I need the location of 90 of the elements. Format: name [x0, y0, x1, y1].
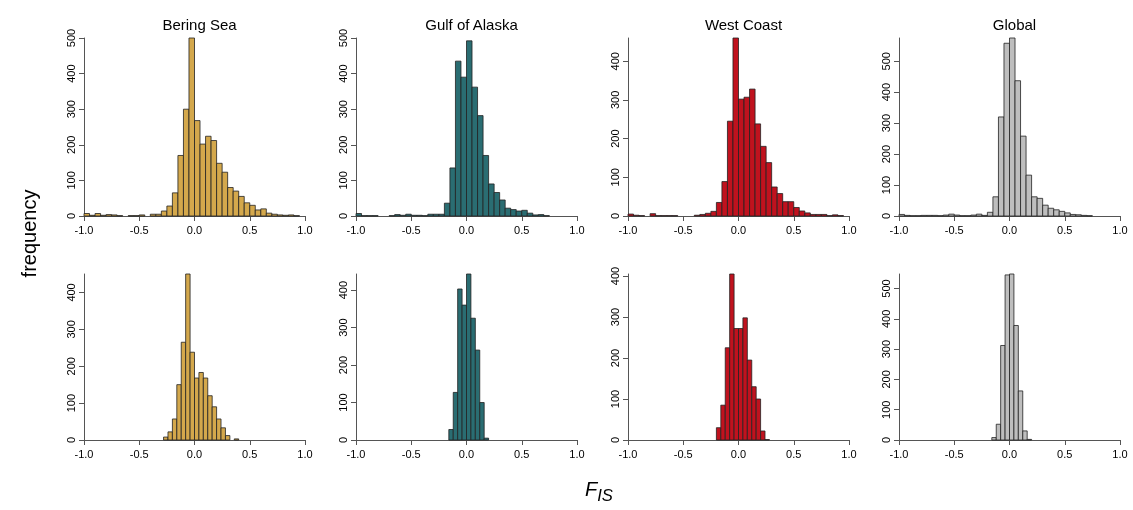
y-tick-label: 300 — [64, 100, 77, 119]
x-tick-label: -0.5 — [944, 223, 964, 236]
chart-title: West Coast — [704, 16, 783, 33]
x-tick-label: 1.0 — [841, 223, 857, 236]
y-tick-label: 400 — [879, 309, 892, 329]
x-tick-label: -1.0 — [346, 447, 366, 460]
y-tick-label: 100 — [336, 171, 349, 190]
y-tick-label: 300 — [336, 100, 349, 119]
x-tick-label: 1.0 — [569, 447, 585, 460]
y-tick-label: 200 — [608, 348, 621, 368]
y-tick-label: 500 — [879, 52, 892, 71]
x-tick-label: -1.0 — [346, 223, 366, 236]
x-tick-label: -0.5 — [129, 447, 149, 460]
x-tick-label: 0.5 — [242, 223, 258, 236]
y-tick-label: 300 — [336, 318, 349, 337]
y-tick-label: 0 — [336, 212, 349, 220]
y-tick-label: 400 — [879, 82, 892, 102]
x-tick-label: -0.5 — [401, 447, 421, 460]
y-tick-label: 200 — [336, 355, 349, 375]
y-tick-label: 0 — [608, 212, 621, 220]
y-tick-label: 400 — [608, 52, 621, 71]
x-tick-label: 0.5 — [242, 447, 258, 460]
y-axis-title: frequency — [18, 189, 42, 278]
x-tick-label: -0.5 — [673, 447, 693, 460]
y-tick-label: 100 — [608, 389, 621, 409]
y-tick-label: 400 — [64, 283, 77, 302]
x-tick-label: -0.5 — [673, 223, 693, 236]
chart-title: Bering Sea — [162, 16, 238, 33]
y-tick-label: 300 — [879, 113, 892, 133]
y-tick-label: 100 — [608, 168, 621, 187]
x-tick-label: 1.0 — [569, 223, 585, 236]
x-tick-label: 0.5 — [514, 223, 530, 236]
y-tick-label: 100 — [64, 171, 77, 190]
y-tick-label: 0 — [64, 436, 77, 444]
x-tick-label: -0.5 — [944, 447, 964, 460]
x-tick-label: 0.5 — [1057, 223, 1073, 236]
x-tick-label: 0.0 — [186, 223, 203, 236]
y-tick-label: 200 — [64, 135, 77, 154]
y-tick-label: 500 — [336, 28, 349, 48]
y-tick-label: 400 — [64, 64, 77, 83]
x-tick-label: 0.5 — [786, 447, 802, 460]
x-tick-label: 0.0 — [1001, 223, 1018, 236]
y-tick-label: 300 — [608, 90, 621, 110]
y-tick-label: 100 — [879, 400, 892, 419]
x-tick-label: 1.0 — [1112, 223, 1128, 236]
x-tick-label: 1.0 — [297, 223, 313, 236]
x-tick-label: 0.0 — [1001, 447, 1018, 460]
y-tick-label: 0 — [336, 436, 349, 444]
x-tick-label: -0.5 — [129, 223, 149, 236]
x-tick-label: 0.0 — [186, 447, 203, 460]
x-tick-label: -1.0 — [889, 447, 909, 460]
y-tick-label: 200 — [336, 135, 349, 154]
x-tick-label: 0.0 — [730, 447, 747, 460]
y-tick-label: 500 — [879, 279, 892, 298]
y-tick-label: 100 — [64, 393, 77, 413]
y-tick-label: 400 — [608, 266, 621, 286]
y-tick-label: 100 — [336, 393, 349, 412]
x-tick-label: 1.0 — [297, 447, 313, 460]
x-tick-label: 0.0 — [730, 223, 747, 236]
y-tick-label: 200 — [64, 357, 77, 376]
x-tick-label: -1.0 — [74, 447, 94, 460]
x-tick-label: 0.0 — [458, 447, 475, 460]
y-tick-label: 500 — [64, 28, 77, 48]
x-tick-label: -1.0 — [74, 223, 94, 236]
y-tick-label: 400 — [336, 64, 349, 83]
chart-title: Gulf of Alaska — [425, 16, 519, 33]
y-tick-label: 200 — [879, 370, 892, 389]
y-tick-label: 300 — [608, 307, 621, 327]
x-axis-title: F$_{IS}$ — [585, 478, 613, 506]
x-tick-label: 0.5 — [786, 223, 802, 236]
y-tick-label: 400 — [336, 280, 349, 300]
x-tick-label: 0.0 — [458, 223, 475, 236]
y-tick-label: 200 — [608, 129, 621, 148]
y-tick-label: 0 — [608, 436, 621, 444]
y-tick-label: 300 — [64, 320, 77, 339]
x-tick-label: 0.5 — [1057, 447, 1073, 460]
y-tick-label: 0 — [879, 212, 892, 220]
y-tick-label: 0 — [64, 212, 77, 220]
x-tick-label: 1.0 — [1112, 447, 1128, 460]
x-tick-label: -1.0 — [618, 223, 638, 236]
chart-title: Global — [992, 16, 1037, 33]
x-tick-label: 1.0 — [841, 447, 857, 460]
x-tick-label: -1.0 — [618, 447, 638, 460]
x-tick-label: -1.0 — [889, 223, 909, 236]
y-tick-label: 200 — [879, 144, 892, 164]
x-tick-label: 0.5 — [514, 447, 530, 460]
x-tick-label: -0.5 — [401, 223, 421, 236]
y-tick-label: 100 — [879, 175, 892, 195]
y-tick-label: 300 — [879, 339, 892, 359]
y-tick-label: 0 — [879, 436, 892, 444]
